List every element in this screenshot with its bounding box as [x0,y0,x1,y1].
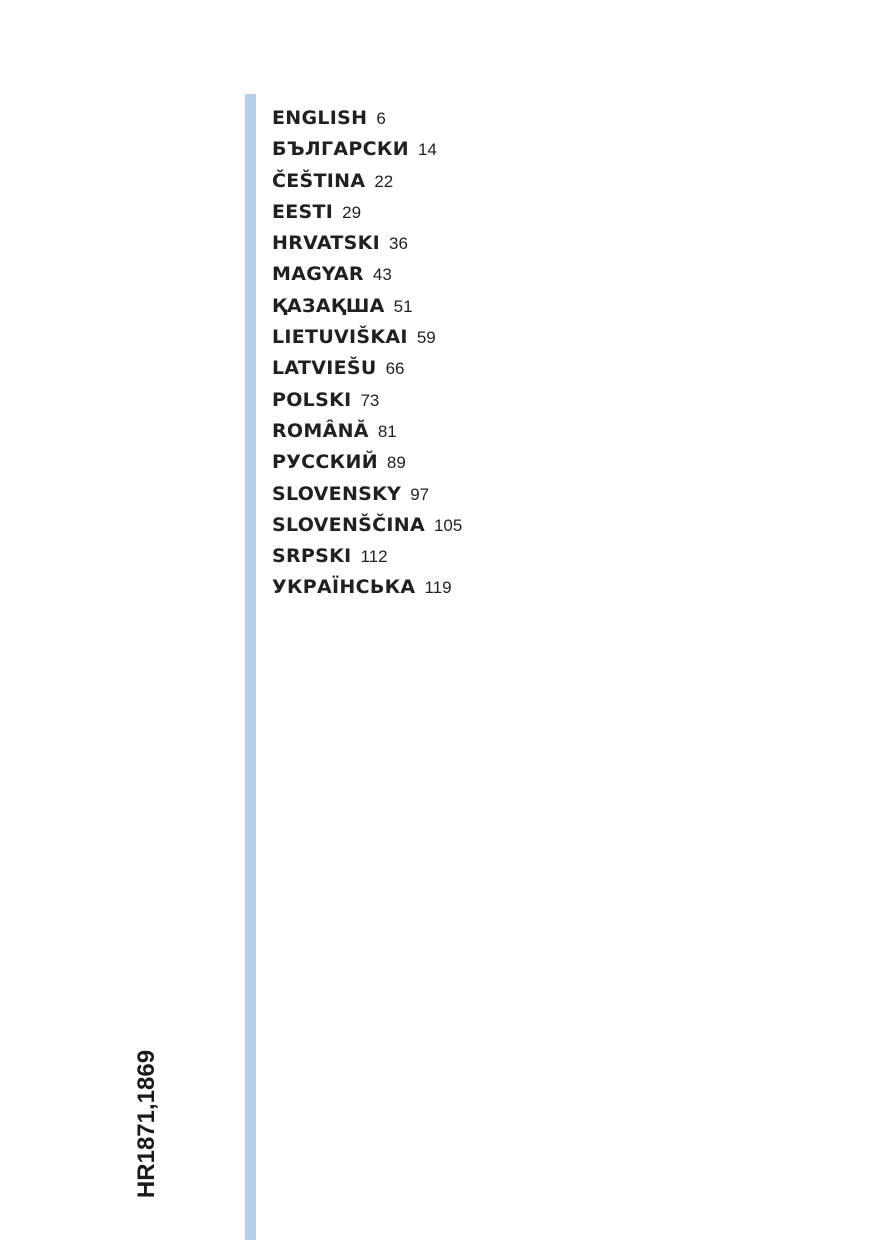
toc-language: EESTI [272,200,334,223]
toc-entry[interactable]: УКРАЇНСЬКА 119 [272,573,462,604]
toc-page-number: 89 [386,453,406,473]
toc-entry[interactable]: ČEŠTINA 22 [272,167,462,198]
toc-language: ENGLISH [272,107,368,129]
model-number: HR1871,1869 [133,1049,160,1199]
toc-entry[interactable]: LIETUVIŠKAI 59 [272,323,462,354]
toc-page-number: 112 [360,547,388,567]
toc-page-number: 51 [393,296,413,316]
toc-language: SLOVENSKY [272,482,402,505]
toc-entry[interactable]: POLSKI 73 [272,386,462,417]
toc-entry[interactable]: ROMÂNĂ 81 [272,417,462,448]
toc-page-number: 66 [385,359,405,379]
toc-language: ROMÂNĂ [272,419,369,442]
toc-entry[interactable]: SLOVENSKY 97 [272,480,462,511]
toc-language: MAGYAR [272,263,364,286]
toc-language: LIETUVIŠKAI [272,326,408,349]
toc-language: ČEŠTINA [272,169,366,192]
toc-page-number: 73 [360,390,380,410]
toc-page-number: 29 [342,202,362,222]
toc-entry[interactable]: MAGYAR 43 [272,260,462,291]
toc-entry[interactable]: ENGLISH 6 [272,104,462,135]
toc-entry[interactable]: SLOVENŠČINA 105 [272,511,462,542]
toc-language: SRPSKI [272,545,352,568]
toc-page-number: 14 [417,140,437,160]
toc-entry[interactable]: SRPSKI 112 [272,542,462,573]
toc-language: УКРАЇНСЬКА [272,576,416,599]
toc-page-number: 6 [376,109,386,128]
toc-page-number: 43 [372,265,392,285]
toc-page-number: 36 [389,234,408,254]
toc-language: POLSKI [272,388,352,411]
toc-entry[interactable]: EESTI 29 [272,198,462,229]
toc-page-number: 97 [410,484,430,504]
toc-entry[interactable]: БЪЛГАРСКИ 14 [272,135,462,166]
toc-language: ҚАЗАҚША [272,294,385,317]
toc-language: LATVIEŠU [272,357,377,380]
toc-language: БЪЛГАРСКИ [272,138,409,161]
toc-page-number: 119 [424,578,452,598]
toc-page-number: 22 [374,171,394,191]
toc-page-number: 81 [377,421,397,441]
table-of-contents: ENGLISH 6 БЪЛГАРСКИ 14 ČEŠTINA 22 EESTI 29 HRVAT… [272,104,462,605]
toc-page-number: 105 [433,515,463,535]
toc-language: РУССКИЙ [272,451,378,474]
toc-entry[interactable]: ҚАЗАҚША 51 [272,292,462,323]
toc-page-number: 59 [416,328,436,348]
toc-language: SLOVENŠČINA [272,513,425,536]
toc-entry[interactable]: РУССКИЙ 89 [272,448,462,479]
toc-entry[interactable]: LATVIEŠU 66 [272,354,462,385]
toc-language: HRVATSKI [272,232,381,255]
toc-entry[interactable]: HRVATSKI 36 [272,229,462,260]
accent-bar [245,94,256,1240]
